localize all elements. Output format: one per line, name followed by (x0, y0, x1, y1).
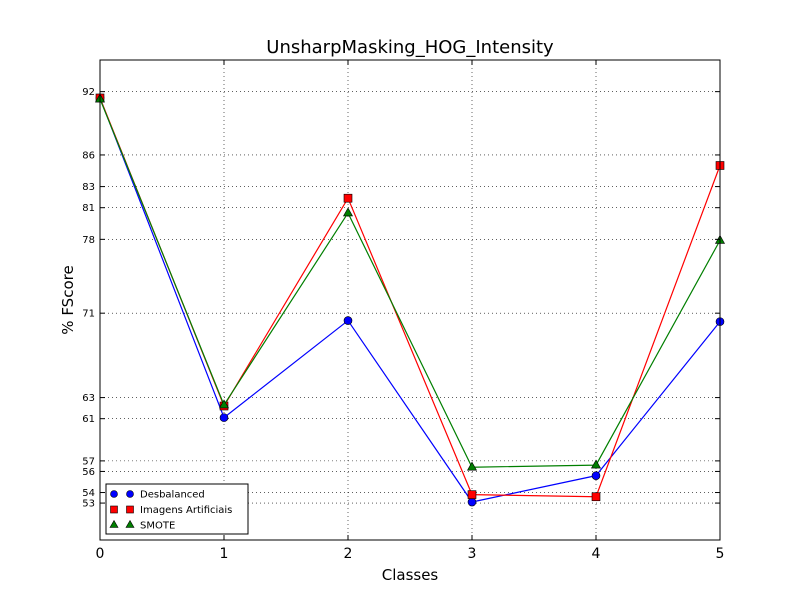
x-tick-label: 4 (592, 546, 601, 562)
data-point (591, 471, 601, 480)
series-smote (94, 93, 726, 471)
legend-marker (110, 490, 118, 498)
series-imagens-artificiais (95, 93, 725, 502)
y-tick-label: 92 (82, 87, 95, 98)
data-point (590, 459, 602, 469)
legend-label: Imagens Artificiais (140, 505, 232, 516)
x-tick-label: 1 (220, 546, 229, 562)
y-tick-label: 71 (82, 309, 95, 320)
legend-label: Desbalanced (140, 490, 205, 501)
x-axis-label: Classes (382, 566, 439, 584)
legend-entry: SMOTE (109, 519, 175, 532)
x-tick-label: 0 (96, 546, 105, 562)
x-tick-label: 3 (468, 546, 477, 562)
chart-title: UnsharpMasking_HOG_Intensity (266, 37, 554, 58)
legend-marker (125, 519, 135, 528)
grid (100, 60, 720, 540)
data-point (343, 193, 353, 203)
data-point (467, 490, 477, 499)
y-tick-label: 83 (82, 182, 95, 193)
y-tick-label: 54 (82, 488, 95, 499)
data-point (343, 316, 353, 325)
y-tick-label: 57 (82, 456, 95, 467)
y-tick-label: 61 (82, 414, 95, 425)
y-tick-label: 86 (82, 150, 95, 161)
y-axis-label: % FScore (59, 265, 77, 334)
y-tick-label: 78 (82, 235, 95, 246)
y-tick-label: 53 (82, 499, 95, 510)
y-tick-label: 56 (82, 467, 95, 478)
data-point (591, 492, 601, 502)
data-point (218, 399, 230, 409)
legend-entry: Desbalanced (110, 490, 205, 501)
legend-marker (126, 490, 134, 498)
data-point (466, 461, 478, 471)
series-layer (94, 93, 726, 507)
legend: Desbalanced Imagens Artificiais SMOTE (105, 483, 249, 535)
legend-marker (126, 505, 134, 514)
y-tick-label: 63 (82, 393, 95, 404)
legend-marker (110, 505, 118, 514)
series-line (99, 97, 721, 503)
plot-frame (99, 59, 721, 541)
series-line (99, 98, 721, 468)
legend-label: SMOTE (140, 521, 175, 532)
y-tick-label: 81 (82, 203, 95, 214)
data-point (219, 413, 229, 422)
series-desbalanced (95, 93, 725, 507)
x-tick-label: 2 (344, 546, 353, 562)
data-point (342, 207, 354, 217)
legend-entry: Imagens Artificiais (110, 505, 232, 516)
x-tick-label: 5 (716, 546, 725, 562)
legend-marker (109, 519, 119, 528)
data-point (467, 497, 477, 507)
